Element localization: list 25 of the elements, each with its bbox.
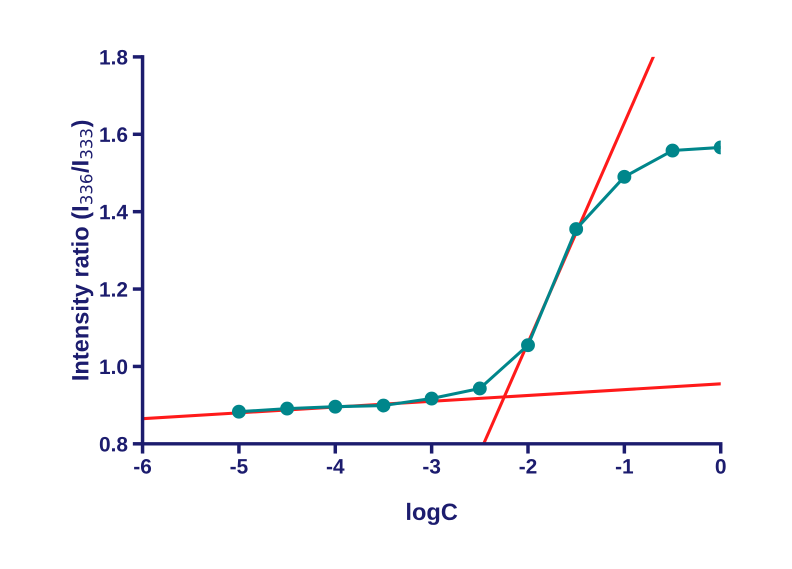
point	[424, 392, 439, 406]
y-tick-label: 1.0	[100, 359, 128, 374]
x-tick-label: -4	[326, 459, 344, 474]
x-tick-label: -2	[520, 458, 536, 474]
point	[328, 400, 342, 414]
y-axis-title: Intensity ratio (I$_{336}$/I$_{333}$)	[71, 120, 94, 380]
x-tick-label: -3	[423, 458, 440, 474]
y-tick-label: 1.4	[100, 204, 128, 220]
y-tick-label: 1.6	[100, 127, 128, 142]
x-tick-label: -5	[230, 459, 248, 474]
y-tick-label: 1.2	[100, 282, 128, 297]
x-tick-label: -6	[134, 458, 152, 474]
point	[232, 404, 246, 419]
point	[521, 338, 535, 352]
point	[569, 222, 584, 236]
y-tick-label: 0.8	[100, 436, 128, 452]
x-tick-label: 0	[716, 458, 726, 474]
point	[376, 398, 390, 412]
x-axis-title: logC	[407, 502, 458, 525]
point	[617, 170, 632, 184]
point	[666, 144, 680, 158]
x-tick-label: -1	[616, 459, 634, 474]
point	[280, 402, 294, 416]
point	[472, 382, 487, 396]
y-tick-label: 1.8	[100, 50, 128, 65]
